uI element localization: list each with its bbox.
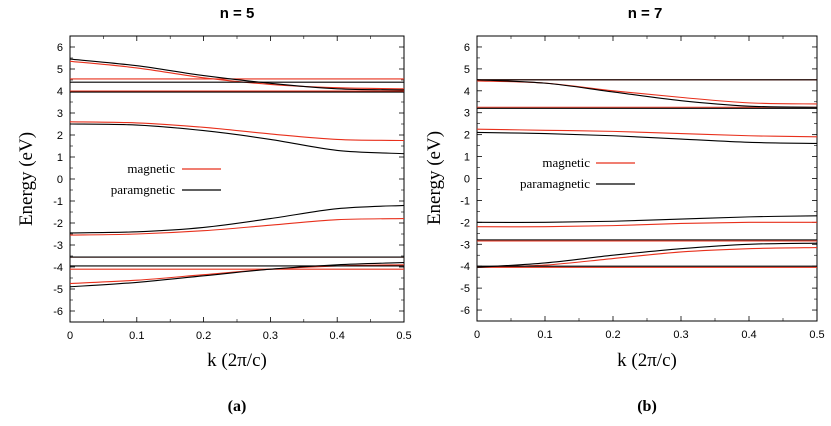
y-tick-label: -4 (460, 261, 470, 273)
y-tick-label: 4 (464, 86, 470, 98)
y-tick-label: 1 (57, 152, 63, 164)
paramagnetic-band-4 (476, 215, 818, 223)
x-tick-label: 0.3 (263, 330, 278, 342)
y-axis-label: Energy (eV) (424, 131, 445, 225)
paramagnetic-band-4 (69, 204, 405, 234)
magnetic-band-1 (476, 80, 818, 105)
y-tick-label: -1 (460, 195, 470, 207)
x-tick-label: 0.5 (809, 329, 824, 341)
x-tick-label: 0.1 (537, 329, 552, 341)
y-tick-labels: -6 -5 -4 -3 -2 -1 0 1 2 3 4 5 6 (460, 42, 470, 317)
y-tick-labels: -6 -5 -4 -3 -2 -1 0 1 2 3 4 5 6 (53, 42, 63, 318)
paramagnetic-band-3 (476, 131, 818, 144)
legend-label-magnetic: magnetic (127, 161, 175, 176)
panel-label: (a) (228, 398, 247, 415)
legend-label-paramagnetic: paramgnetic (111, 182, 175, 197)
y-tick-label: 2 (57, 130, 63, 142)
paramagnetic-band-1 (476, 79, 818, 108)
magnetic-band-6 (476, 247, 818, 268)
band-lines (69, 58, 405, 288)
y-tick-label: -2 (460, 217, 470, 229)
y-tick-label: 3 (57, 108, 63, 120)
magnetic-band-4 (476, 221, 818, 228)
y-tick-label: -2 (53, 218, 63, 230)
y-tick-label: 3 (464, 108, 470, 120)
y-tick-label: -5 (460, 283, 470, 295)
y-tick-label: -6 (460, 305, 470, 317)
x-tick-label: 0.4 (330, 330, 345, 342)
magnetic-band-7 (69, 264, 405, 285)
x-tick-label: 0 (474, 329, 480, 341)
legend: magnetic paramagnetic (520, 155, 635, 191)
legend-label-paramagnetic: paramagnetic (520, 176, 590, 191)
band-lines (476, 79, 818, 268)
y-axis-label: Energy (eV) (16, 132, 37, 226)
chart-title: n = 7 (628, 5, 663, 22)
x-tick-label: 0.4 (741, 329, 756, 341)
x-tick-label: 0.2 (605, 329, 620, 341)
legend: magnetic paramgnetic (111, 161, 221, 197)
paramagnetic-band-3 (69, 123, 405, 155)
magnetic-band-0 (69, 60, 405, 90)
chart-title: n = 5 (220, 5, 255, 22)
y-tick-label: 1 (464, 152, 470, 164)
magnetic-band-3 (476, 128, 818, 138)
x-tick-label: 0.2 (196, 330, 211, 342)
x-tick-label: 0.1 (129, 330, 144, 342)
x-tick-label: 0 (67, 330, 73, 342)
y-tick-label: 4 (57, 86, 63, 98)
y-tick-label: 6 (464, 42, 470, 54)
y-tick-label: -6 (53, 306, 63, 318)
y-tick-label: 5 (464, 64, 470, 76)
y-tick-label: -4 (53, 262, 63, 274)
x-tick-label: 0.5 (396, 330, 411, 342)
legend-label-magnetic: magnetic (542, 155, 590, 170)
y-tick-label: 0 (57, 174, 63, 186)
paramagnetic-band-6 (476, 242, 818, 268)
panel-label: (b) (637, 398, 657, 415)
x-tick-labels: 0 0.1 0.2 0.3 0.4 0.5 (67, 330, 412, 342)
y-tick-label: -3 (53, 240, 63, 252)
y-tick-label: 2 (464, 130, 470, 142)
paramagnetic-band-0 (69, 58, 405, 91)
x-tick-label: 0.3 (673, 329, 688, 341)
y-tick-label: 6 (57, 42, 63, 54)
paramagnetic-band-7 (69, 262, 405, 288)
x-tick-labels: 0 0.1 0.2 0.3 0.4 0.5 (474, 329, 825, 341)
y-tick-label: -1 (53, 196, 63, 208)
y-tick-label: 0 (464, 174, 470, 186)
x-axis-label: k (2π/c) (207, 350, 267, 371)
y-tick-label: 5 (57, 64, 63, 76)
y-tick-label: -3 (460, 239, 470, 251)
magnetic-band-3 (69, 121, 405, 142)
magnetic-band-4 (69, 218, 405, 236)
x-axis-label: k (2π/c) (617, 350, 677, 371)
y-tick-label: -5 (53, 284, 63, 296)
